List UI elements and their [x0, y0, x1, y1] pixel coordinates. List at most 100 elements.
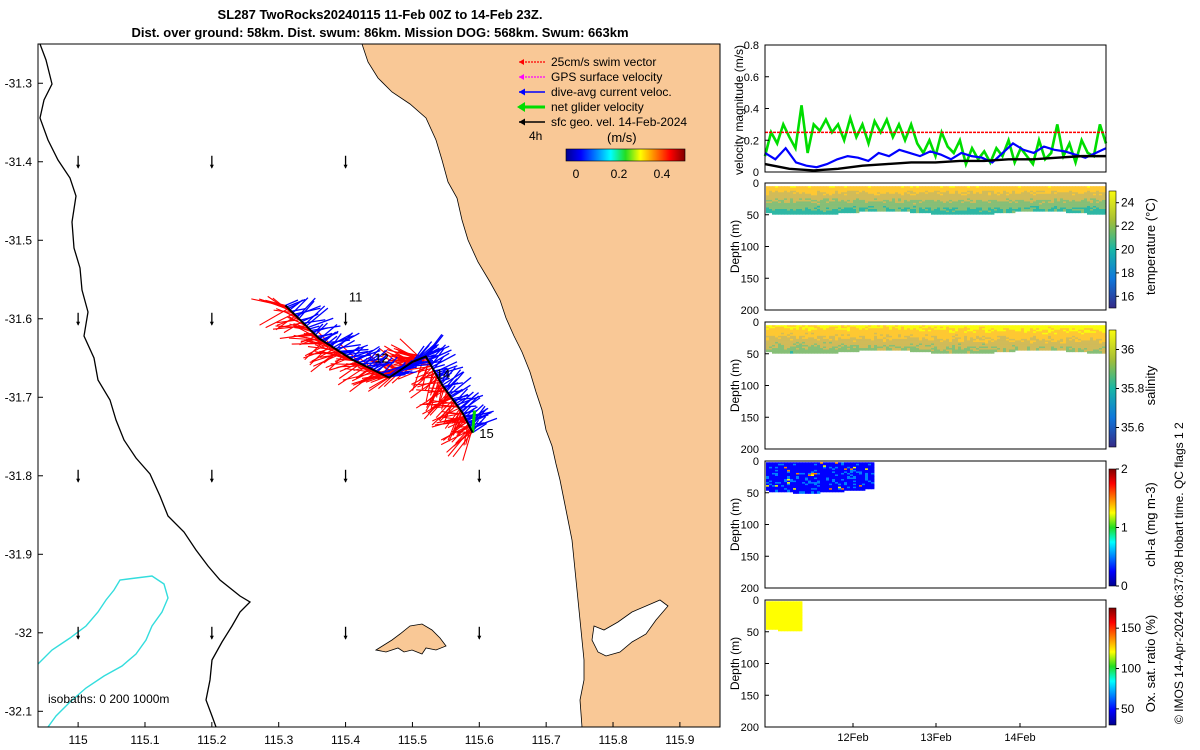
section-sample [823, 186, 827, 189]
section-sample [814, 475, 818, 479]
colorbar-tick-label: 20 [1121, 243, 1135, 257]
section-sample [823, 472, 827, 476]
section-sample [775, 198, 779, 201]
swim-vector [441, 410, 464, 415]
section-sample [1048, 340, 1052, 344]
section-sample [901, 187, 905, 191]
section-sample [1069, 329, 1073, 333]
section-sample [823, 331, 827, 334]
section-sample [1015, 344, 1019, 348]
section-sample [766, 189, 770, 192]
section-sample [859, 209, 863, 212]
section-sample [928, 343, 932, 347]
section-sample [844, 189, 848, 192]
section-sample [1045, 337, 1049, 340]
section-sample [997, 332, 1001, 336]
section-sample [952, 343, 956, 347]
section-sample [916, 204, 920, 208]
current-vector [334, 344, 361, 350]
section-sample [964, 210, 968, 214]
swim-vector [451, 430, 473, 434]
section-sample [1045, 331, 1049, 334]
section-sample [1099, 329, 1103, 333]
section-sample [1060, 187, 1064, 191]
section-sample [814, 335, 818, 339]
section-sample [802, 479, 806, 482]
section-sample [877, 341, 881, 345]
section-sample [1066, 331, 1070, 334]
section-sample [1009, 349, 1013, 353]
section-sample [979, 187, 983, 191]
section-sample [832, 486, 836, 490]
section-sample [1030, 189, 1034, 192]
section-sample [781, 489, 785, 493]
section-sample [1087, 210, 1091, 214]
section-sample [1018, 325, 1022, 328]
velocity-y-tick-label: 0 [753, 167, 759, 179]
section-sample [1063, 329, 1067, 333]
section-sample [919, 325, 923, 328]
section-sample [1006, 202, 1010, 206]
section-sample [808, 192, 812, 195]
section-sample [811, 338, 815, 342]
section-sample [811, 201, 815, 205]
section-sample [991, 190, 995, 194]
current-speed-line [764, 142, 1107, 169]
section-sample [1084, 209, 1088, 212]
section-sample [1027, 190, 1031, 194]
section-sample [898, 187, 902, 191]
section-sample [793, 204, 797, 208]
section-sample [787, 462, 791, 465]
section-sample [805, 343, 809, 347]
section-sample [1051, 328, 1055, 331]
section-sample [1021, 195, 1025, 198]
section-sample [904, 204, 908, 208]
section-sample [925, 193, 929, 197]
section-sample [778, 186, 782, 189]
section-sample [805, 204, 809, 208]
section-sample [1093, 341, 1097, 345]
section-sample [775, 477, 779, 481]
section-sample [835, 198, 839, 201]
section-sample [928, 187, 932, 191]
section-sample [787, 466, 791, 470]
section-sample [811, 198, 815, 201]
section-sample [832, 335, 836, 339]
section-sample [814, 186, 818, 189]
section-sample [979, 209, 983, 212]
section-sample [802, 192, 806, 195]
section-sample [814, 483, 818, 487]
section-sample [808, 204, 812, 208]
section-sample [1051, 201, 1055, 205]
section-sample [892, 326, 896, 330]
section-sample [859, 334, 863, 337]
section-sample [892, 187, 896, 191]
section-sample [829, 187, 833, 191]
section-sample [1030, 332, 1034, 336]
section-sample [1102, 192, 1106, 195]
section-sample [964, 334, 968, 337]
section-sample [1093, 325, 1097, 328]
section-sample [811, 489, 815, 493]
section-sample [1048, 343, 1052, 347]
section-sample [817, 204, 821, 208]
section-sample [817, 489, 821, 493]
section-sample [781, 335, 785, 339]
section-sample [781, 340, 785, 344]
section-sample [889, 338, 893, 342]
section-sample [1009, 338, 1013, 342]
map-y-tick-label: -32.1 [5, 704, 33, 718]
section-sample [925, 344, 929, 348]
section-sample [886, 344, 890, 348]
current-vector [441, 367, 456, 385]
current-vector [367, 349, 388, 368]
section-sample [850, 201, 854, 205]
section-sample [1033, 205, 1037, 209]
section-sample [829, 325, 833, 328]
section-sample [904, 344, 908, 348]
section-sample [766, 346, 770, 350]
section-sample [808, 463, 812, 467]
colorbar-label: salinity [1143, 365, 1158, 405]
section-sample [841, 477, 845, 481]
section-sample [796, 202, 800, 206]
